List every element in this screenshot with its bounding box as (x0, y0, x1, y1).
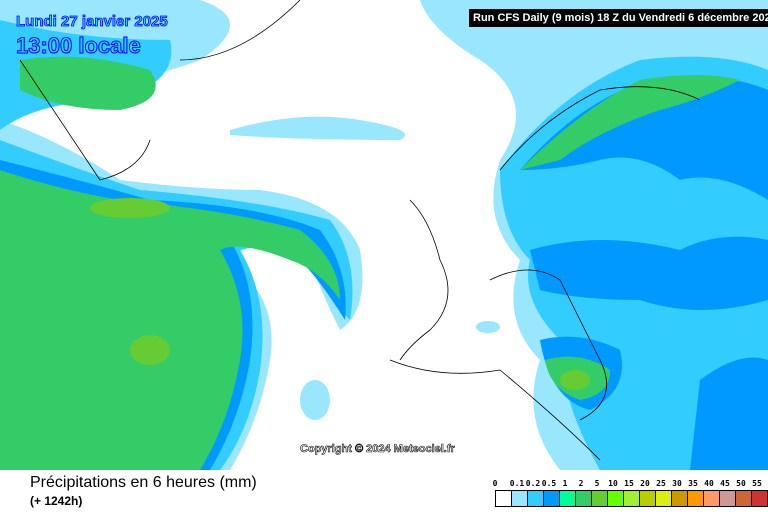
legend-label: 15 (624, 479, 634, 488)
copyright: Copyright © 2024 Meteociel.fr (300, 443, 455, 456)
legend-swatch (720, 491, 736, 506)
legend-label: 40 (704, 479, 714, 488)
legend-swatch (608, 491, 624, 506)
legend-swatch (576, 491, 592, 506)
legend-label: 25 (656, 479, 666, 488)
legend-label: 30 (672, 479, 682, 488)
legend-label: 2 (578, 479, 584, 488)
legend-swatch (592, 491, 608, 506)
forecast-time: 13:00 locale (16, 33, 142, 59)
legend-swatch (736, 491, 752, 506)
coastlines (19, 0, 701, 461)
legend-swatch (528, 491, 544, 506)
legend-label: 5 (594, 479, 600, 488)
legend-label: 10 (608, 479, 618, 488)
legend-swatch (688, 491, 704, 506)
legend-label: 0 (492, 479, 498, 488)
legend-label: 0.5 (541, 479, 557, 488)
precip-heavy (0, 56, 740, 470)
color-legend (495, 490, 768, 507)
legend-swatch (624, 491, 640, 506)
forecast-date: Lundi 27 janvier 2025 (16, 13, 169, 31)
legend-label: 45 (720, 479, 730, 488)
legend-label: 50 (736, 479, 746, 488)
map-caption: Précipitations en 6 heures (mm) (30, 474, 257, 491)
legend-swatch (640, 491, 656, 506)
legend-label: 0.1 (509, 479, 525, 488)
run-banner: Run CFS Daily (9 mois) 18 Z du Vendredi … (469, 9, 768, 27)
legend-labels: 0 0.1 0.2 0.5 1 2 5 10 15 20 25 30 35 40 45 50 55 (493, 479, 763, 489)
legend-swatch (672, 491, 688, 506)
legend-swatch (752, 491, 767, 506)
legend-swatch (704, 491, 720, 506)
legend-swatch (544, 491, 560, 506)
precipitation-map (0, 0, 768, 470)
legend-label: 1 (562, 479, 568, 488)
legend-label: 20 (640, 479, 650, 488)
legend-swatch (512, 491, 528, 506)
legend-swatch (496, 491, 512, 506)
legend-swatch (560, 491, 576, 506)
legend-label: 35 (688, 479, 698, 488)
legend-label: 0.2 (525, 479, 541, 488)
precip-very-heavy (90, 198, 590, 390)
legend-swatch (656, 491, 672, 506)
legend-label: 55 (752, 479, 762, 488)
lead-time: (+ 1242h) (30, 494, 83, 508)
